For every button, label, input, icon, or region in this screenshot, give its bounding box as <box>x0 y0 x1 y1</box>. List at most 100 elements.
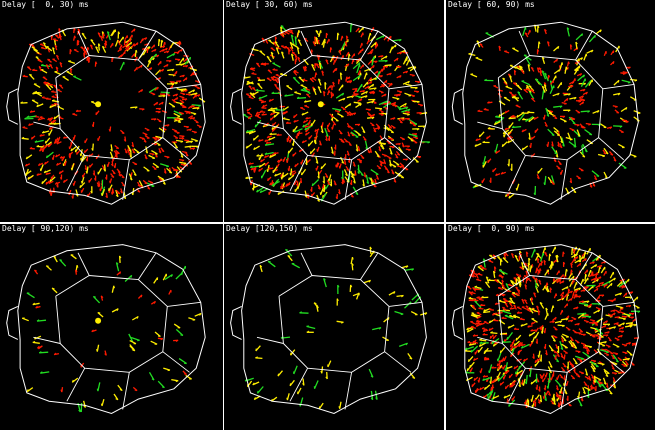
arrow-head <box>562 357 565 360</box>
velocity-arrow <box>34 139 44 143</box>
region-outline <box>575 252 593 280</box>
arrow-head <box>502 306 506 309</box>
arrow-head <box>531 297 534 300</box>
arrow-head <box>350 195 354 198</box>
arrow-head <box>296 183 299 187</box>
region-outline <box>137 30 157 61</box>
region-outline <box>77 30 90 56</box>
arrow-head <box>359 161 362 164</box>
arrow-head <box>543 259 547 263</box>
arrow-head <box>319 62 322 65</box>
arrow-head <box>44 140 47 144</box>
arrow-head <box>192 71 195 75</box>
velocity-arrow <box>592 109 600 114</box>
arrow-head <box>351 263 354 266</box>
velocity-arrow <box>171 378 179 382</box>
vector-map <box>230 244 428 415</box>
arrow-head <box>532 356 535 359</box>
arrow-head <box>509 297 513 300</box>
arrow-head <box>68 155 71 159</box>
arrow-head <box>505 283 509 286</box>
arrow-head <box>32 91 35 95</box>
arrow-head <box>615 360 619 363</box>
region-outline <box>289 367 308 402</box>
arrow-head <box>103 169 106 172</box>
velocity-arrow <box>306 325 316 330</box>
velocity-arrow <box>507 139 515 144</box>
arrow-head <box>293 115 295 118</box>
velocity-arrow <box>49 176 56 183</box>
arrow-head <box>294 164 297 168</box>
velocity-arrow <box>45 84 52 91</box>
arrow-head <box>257 76 260 79</box>
velocity-arrow <box>490 332 498 335</box>
arrow-head <box>25 156 28 160</box>
arrow-head <box>502 131 505 135</box>
arrow-head <box>592 370 596 373</box>
arrow-head <box>185 89 188 92</box>
arrow-head <box>132 349 136 352</box>
region-outline <box>575 30 593 61</box>
velocity-arrow <box>482 258 486 268</box>
arrow-head <box>544 84 547 87</box>
arrow-head <box>358 96 362 99</box>
velocity-arrow <box>48 129 53 136</box>
arrow-head <box>390 138 394 141</box>
arrow-head <box>282 111 285 115</box>
arrow-head <box>574 346 577 349</box>
arrow-head <box>90 44 93 47</box>
velocity-arrow <box>504 362 509 372</box>
arrow-head <box>282 111 286 115</box>
arrow-head <box>148 46 151 50</box>
velocity-arrow <box>594 376 602 381</box>
arrow-head <box>270 76 274 79</box>
velocity-arrow <box>525 56 531 66</box>
arrow-head <box>249 165 253 168</box>
arrow-head <box>630 322 634 325</box>
arrow-head <box>502 310 506 312</box>
arrow-head <box>85 158 88 162</box>
notch-outline <box>6 88 19 125</box>
velocity-arrow <box>566 27 570 37</box>
arrow-head <box>501 316 505 319</box>
arrow-head <box>355 192 359 196</box>
arrow-head <box>320 130 324 134</box>
velocity-arrow <box>615 305 623 309</box>
arrow-head <box>63 163 66 166</box>
velocity-arrow <box>392 160 400 166</box>
velocity-arrow <box>581 145 584 155</box>
arrow-head <box>466 327 469 331</box>
arrow-head <box>53 84 57 87</box>
arrow-head <box>258 99 262 101</box>
velocity-arrow <box>499 346 506 354</box>
arrow-head <box>285 248 289 251</box>
arrow-head <box>527 324 530 328</box>
arrow-head <box>605 374 609 378</box>
velocity-arrow <box>626 350 633 356</box>
velocity-arrow <box>527 64 531 72</box>
velocity-arrow <box>534 254 540 261</box>
velocity-arrow <box>268 136 276 141</box>
arrow-head <box>621 330 625 333</box>
arrow-head <box>290 29 293 32</box>
arrow-head <box>260 159 263 163</box>
arrow-head <box>83 52 86 56</box>
arrow-head <box>595 264 598 268</box>
arrow-head <box>585 273 588 277</box>
arrow-head <box>627 358 631 361</box>
arrow-head <box>593 360 597 363</box>
arrow-head <box>49 63 53 66</box>
arrow-head <box>613 159 617 162</box>
velocity-arrow <box>360 90 368 96</box>
velocity-arrow <box>188 89 195 94</box>
arrow-head <box>302 78 306 81</box>
arrow-head <box>277 373 279 377</box>
arrow-head <box>184 88 187 91</box>
arrow-head <box>525 270 529 274</box>
arrow-head <box>604 325 607 328</box>
arrow-head <box>287 255 291 257</box>
arrow-head <box>409 357 413 360</box>
velocity-arrow <box>565 136 573 141</box>
velocity-arrow <box>534 331 540 339</box>
arrow-head <box>288 49 291 52</box>
